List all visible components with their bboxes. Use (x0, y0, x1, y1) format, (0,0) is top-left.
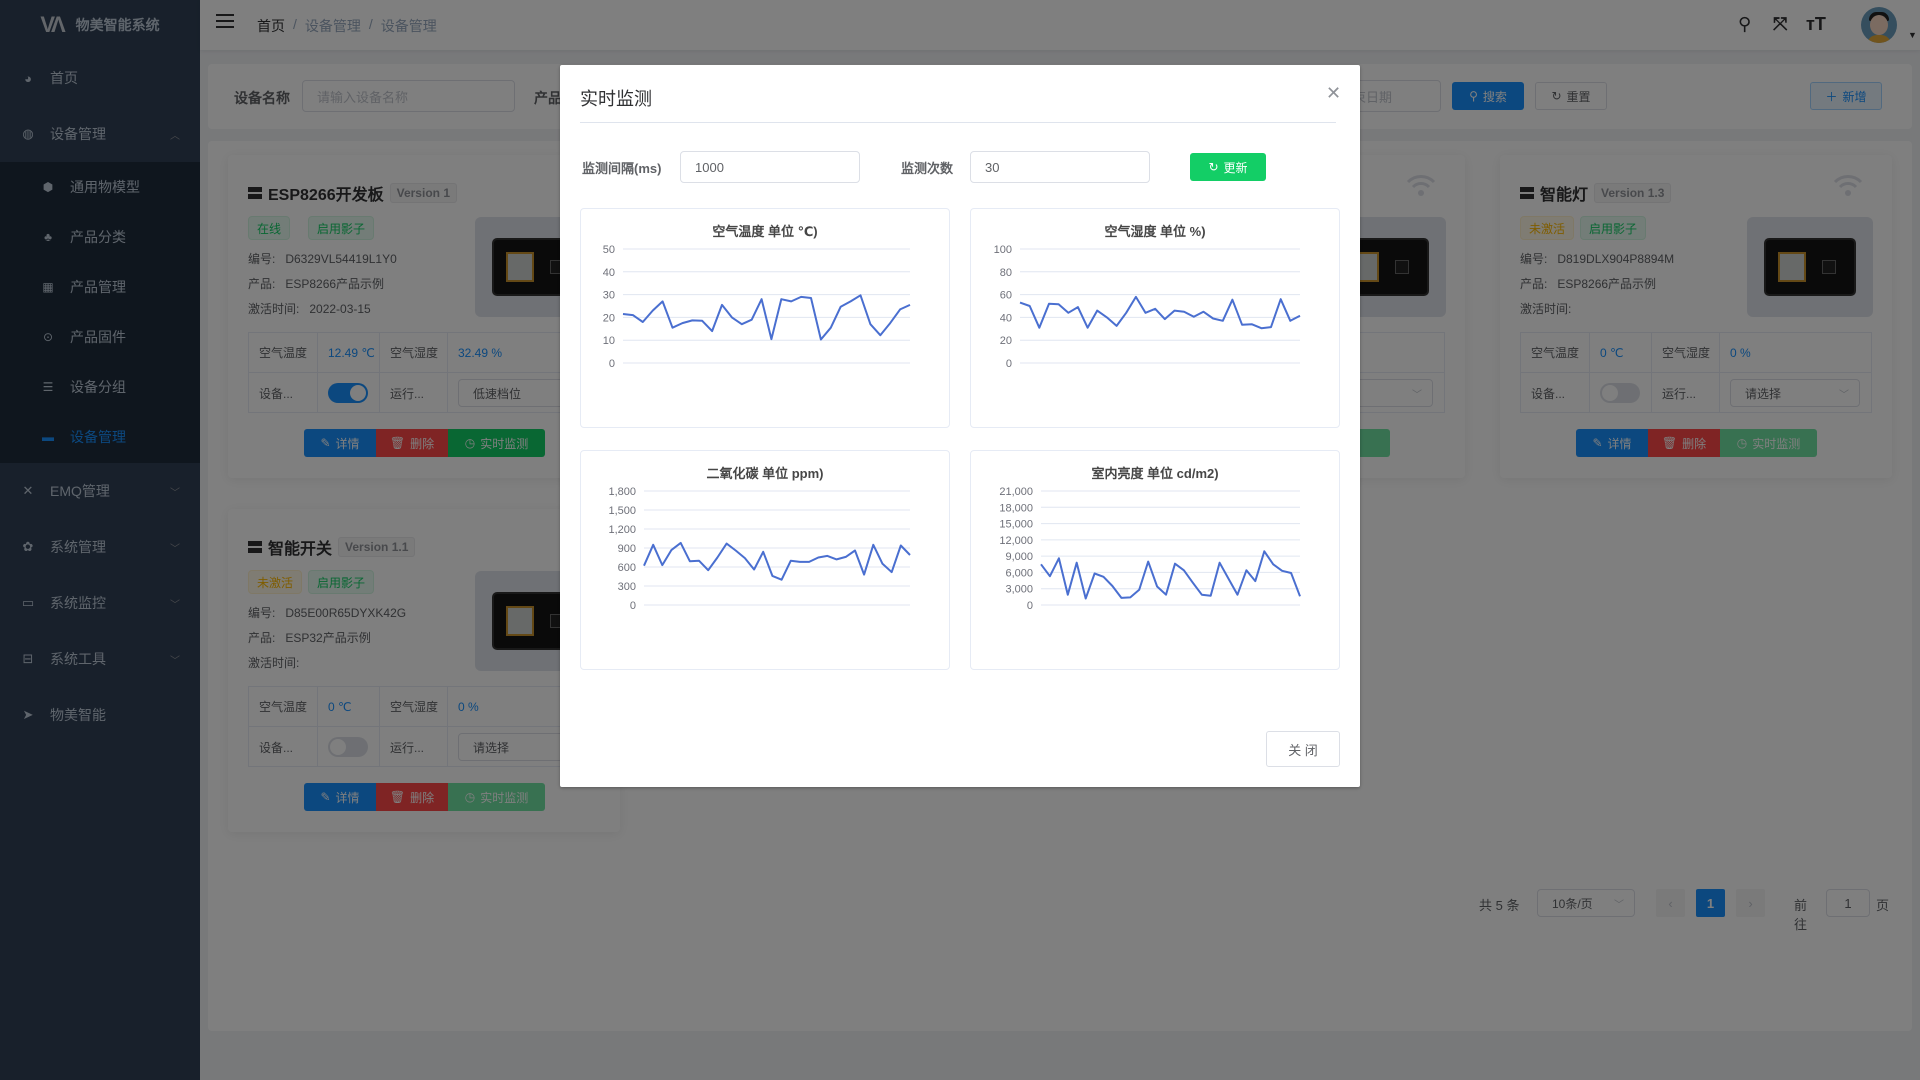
series-line (1040, 550, 1301, 600)
y-tick-label: 1,800 (608, 486, 636, 498)
interval-label: 监测间隔(ms) (582, 161, 662, 176)
y-tick-label: 40 (1000, 312, 1012, 324)
chart-humidity: 空气湿度 单位 %) 0 20 40 60 80 100 (970, 208, 1340, 428)
y-tick-label: 30 (603, 290, 615, 302)
line-chart: 0 3,000 6,000 9,000 12,000 15,000 18,000 21,000 (999, 486, 1301, 612)
y-tick-label: 0 (1027, 600, 1033, 612)
y-tick-label: 21,000 (999, 486, 1033, 498)
series-line (622, 294, 911, 341)
chart-title: 空气湿度 单位 %) (1104, 224, 1206, 239)
input-value: 1000 (695, 159, 724, 175)
y-tick-label: 20 (1000, 335, 1012, 347)
chart-title: 室内亮度 单位 cd/m2) (1091, 466, 1219, 481)
y-tick-label: 80 (1000, 267, 1012, 279)
close-icon[interactable]: ✕ (1326, 83, 1342, 103)
y-tick-label: 900 (618, 543, 636, 555)
line-chart: 0 10 20 30 40 50 (603, 244, 911, 370)
y-tick-label: 1,200 (608, 524, 636, 536)
y-tick-label: 15,000 (999, 519, 1033, 531)
y-tick-label: 0 (609, 358, 615, 370)
series-line (643, 541, 911, 581)
y-tick-label: 20 (603, 312, 615, 324)
update-button[interactable]: ↻ 更新 (1190, 153, 1266, 181)
count-input[interactable]: 30 (970, 151, 1150, 183)
chart-co2: 二氧化碳 单位 ppm) 0 300 600 900 1,200 1,500 1,800 (580, 450, 950, 670)
realtime-monitor-dialog: 实时监测 ✕ 监测间隔(ms) 1000 监测次数 30 ↻ 更新 空气温度 单位… (560, 65, 1360, 787)
y-tick-label: 100 (994, 244, 1012, 256)
chart-temperature: 空气温度 单位 ℃) 0 10 20 30 40 50 (580, 208, 950, 428)
button-label: 更新 (1223, 160, 1248, 175)
y-tick-label: 9,000 (1005, 551, 1033, 563)
input-value: 30 (985, 159, 1000, 175)
chart-title: 二氧化碳 单位 ppm) (706, 466, 824, 481)
y-tick-label: 6,000 (1005, 567, 1033, 579)
y-tick-label: 1,500 (608, 505, 636, 517)
refresh-icon: ↻ (1208, 160, 1219, 174)
y-tick-label: 18,000 (999, 502, 1033, 514)
count-label: 监测次数 (901, 161, 954, 176)
interval-input[interactable]: 1000 (680, 151, 860, 183)
chart-title: 空气温度 单位 ℃) (712, 224, 818, 239)
dialog-title: 实时监测 (580, 89, 652, 109)
y-tick-label: 40 (603, 267, 615, 279)
chart-brightness: 室内亮度 单位 cd/m2) 0 3,000 6,000 9,000 12,000 15,0… (970, 450, 1340, 670)
divider (580, 122, 1336, 123)
y-tick-label: 0 (1006, 358, 1012, 370)
y-tick-label: 50 (603, 244, 615, 256)
y-tick-label: 12,000 (999, 535, 1033, 547)
y-tick-label: 600 (618, 562, 636, 574)
line-chart: 0 20 40 60 80 100 (994, 244, 1301, 370)
y-tick-label: 0 (630, 600, 636, 612)
y-tick-label: 300 (618, 581, 636, 593)
y-tick-label: 60 (1000, 290, 1012, 302)
line-chart: 0 300 600 900 1,200 1,500 1,800 (608, 486, 911, 612)
close-button[interactable]: 关 闭 (1266, 731, 1340, 767)
y-tick-label: 3,000 (1005, 584, 1033, 596)
y-tick-label: 10 (603, 335, 615, 347)
series-line (1019, 295, 1301, 330)
